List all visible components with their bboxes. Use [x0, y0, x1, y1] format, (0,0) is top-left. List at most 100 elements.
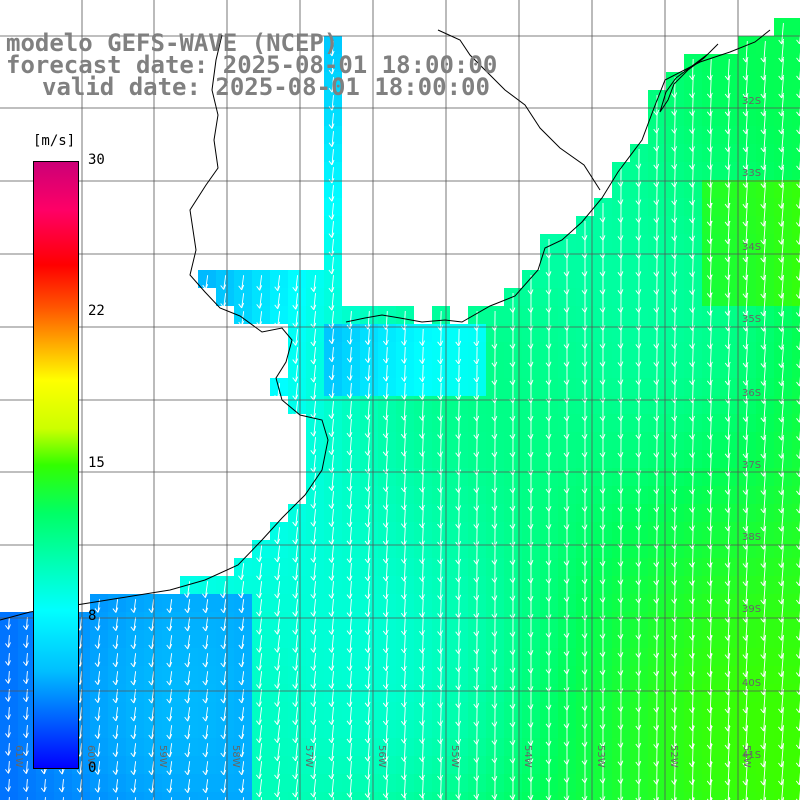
- wind-arrow: [188, 797, 191, 800]
- wind-arrow: [5, 635, 11, 648]
- longitude-label: 54W: [522, 745, 533, 768]
- wind-arrow: [400, 707, 407, 726]
- wind-arrow: [382, 329, 389, 346]
- wind-arrow: [364, 725, 371, 744]
- title-model: modelo GEFS-WAVE (NCEP): [6, 29, 339, 57]
- wind-arrow: [689, 779, 695, 800]
- lagoon-outline: [659, 43, 719, 113]
- wind-arrow: [382, 635, 389, 654]
- wind-arrow: [455, 634, 462, 654]
- wind-arrow: [328, 347, 335, 363]
- wind-arrow: [328, 743, 335, 762]
- wind-speed-cell: [792, 702, 800, 720]
- wind-speed-cell: [792, 486, 800, 504]
- coastline-west: [0, 34, 329, 621]
- wind-arrow: [130, 671, 137, 686]
- wind-arrow: [310, 671, 317, 689]
- wind-arrow: [22, 671, 29, 685]
- wind-arrow: [760, 77, 767, 99]
- wind-arrow: [94, 725, 101, 739]
- wind-speed-cell: [792, 468, 800, 486]
- wind-speed-cell: [792, 792, 800, 800]
- wind-arrow: [26, 797, 28, 800]
- latitude-labels: 32S 33S 34S 35S 36S 37S 38S 39S 40S 41S: [742, 96, 761, 761]
- wind-arrow: [274, 563, 281, 581]
- wind-arrow: [778, 131, 785, 153]
- wind-arrow: [724, 347, 731, 368]
- wind-arrow: [364, 563, 371, 582]
- wind-arrow: [292, 347, 299, 364]
- wind-arrow: [256, 545, 263, 563]
- wind-arrow: [364, 527, 371, 546]
- wind-arrow: [130, 761, 137, 776]
- wind-arrow: [778, 149, 785, 171]
- wind-arrow: [94, 671, 101, 686]
- wind-arrow: [130, 689, 137, 704]
- wind-arrow: [437, 365, 444, 383]
- wind-arrow: [310, 275, 317, 292]
- wind-arrow: [724, 401, 731, 422]
- wind-speed-cell: [792, 450, 800, 468]
- wind-arrow: [112, 671, 119, 686]
- wind-arrow: [455, 688, 462, 709]
- wind-arrow: [419, 419, 425, 439]
- wind-arrow: [256, 617, 263, 635]
- wind-arrow: [130, 707, 137, 722]
- wind-arrow: [382, 365, 389, 382]
- wind-arrow: [328, 545, 335, 563]
- wind-arrow: [166, 779, 173, 794]
- wind-arrow: [274, 671, 281, 689]
- wind-arrow: [760, 509, 767, 532]
- wind-arrow: [419, 653, 425, 672]
- wind-arrow: [202, 617, 209, 632]
- wind-speed-cell: [792, 90, 800, 108]
- wind-arrow: [292, 761, 299, 780]
- wind-arrow: [473, 328, 480, 347]
- wind-arrow: [310, 707, 317, 725]
- wind-arrow: [707, 347, 713, 368]
- coastline-uruguay: [345, 29, 771, 323]
- wind-arrow: [419, 743, 425, 762]
- wind-arrow: [310, 617, 317, 635]
- latitude-label: 32S: [742, 96, 761, 107]
- wind-arrow: [671, 778, 677, 800]
- wind-arrow: [256, 293, 263, 309]
- wind-arrow: [760, 473, 767, 495]
- wind-arrow: [256, 599, 263, 617]
- longitude-label: 52W: [668, 745, 679, 768]
- wind-arrow: [256, 581, 263, 599]
- wind-arrow: [437, 347, 444, 365]
- wind-speed-cell: [792, 756, 800, 774]
- wind-arrow: [400, 491, 407, 511]
- border-brazil-uruguay: [437, 29, 601, 191]
- wind-arrow: [400, 635, 407, 654]
- wind-arrow: [455, 364, 462, 383]
- wind-arrow: [778, 437, 785, 459]
- wind-arrow: [382, 401, 389, 421]
- wind-arrow: [292, 725, 299, 744]
- wind-arrow: [760, 491, 767, 514]
- colorbar-tick-30: 30: [88, 152, 105, 168]
- wind-arrow: [202, 581, 209, 598]
- wind-arrow: [274, 653, 281, 671]
- wind-arrow: [382, 761, 389, 780]
- wind-arrow: [310, 653, 317, 671]
- wind-arrow: [310, 473, 317, 491]
- wind-speed-cell: [792, 36, 800, 54]
- wind-arrow: [130, 599, 137, 613]
- wind-arrow: [40, 779, 47, 793]
- wind-arrow: [166, 761, 173, 776]
- wind-arrow: [382, 689, 389, 708]
- wind-arrow: [310, 383, 317, 401]
- wind-arrow: [292, 635, 299, 653]
- wind-arrow: [292, 779, 299, 798]
- wind-arrow: [328, 77, 335, 93]
- wind-arrow: [707, 365, 713, 386]
- wind-arrow: [364, 329, 371, 345]
- wind-arrow: [202, 761, 209, 776]
- wind-arrow: [112, 653, 119, 668]
- wind-arrow: [184, 779, 191, 794]
- wind-arrow: [256, 563, 263, 581]
- wind-arrow: [292, 509, 299, 527]
